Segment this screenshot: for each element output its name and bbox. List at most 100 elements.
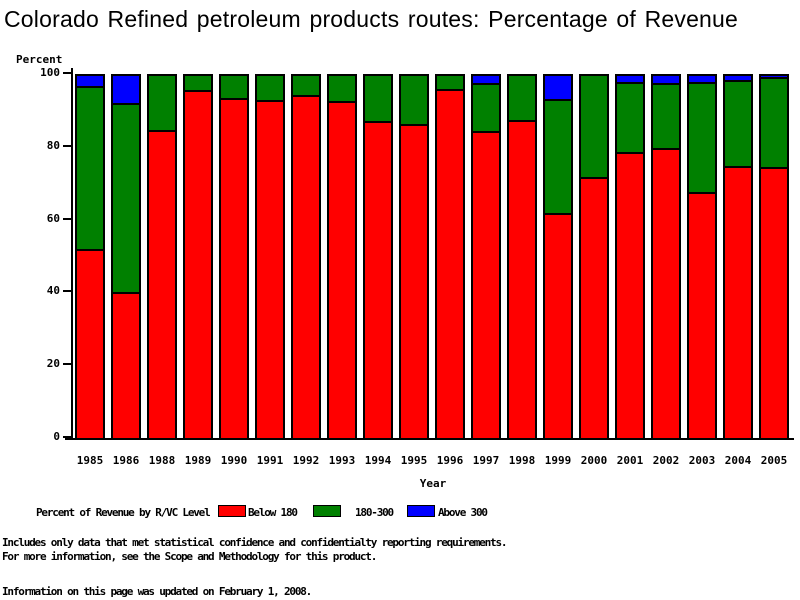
bar-1990 bbox=[219, 74, 249, 438]
bar-segment-1999-below-180 bbox=[543, 213, 573, 438]
legend-swatch-above-300 bbox=[407, 505, 435, 517]
bar-segment-1999-180-300 bbox=[543, 98, 573, 214]
bar-segment-2000-180-300 bbox=[579, 74, 609, 178]
y-tick-label-40: 40 bbox=[46, 284, 60, 298]
x-tick-label-1999: 1999 bbox=[544, 454, 572, 467]
bar-1991 bbox=[255, 74, 285, 438]
bar-1986 bbox=[111, 74, 141, 438]
y-axis-line bbox=[71, 68, 73, 440]
x-tick-label-1994: 1994 bbox=[364, 454, 392, 467]
x-tick-label-1992: 1992 bbox=[292, 454, 320, 467]
bar-segment-1989-below-180 bbox=[183, 89, 213, 438]
bar-segment-1985-180-300 bbox=[75, 85, 105, 249]
x-tick-label-1998: 1998 bbox=[508, 454, 536, 467]
bar-1994 bbox=[363, 74, 393, 438]
bar-segment-2003-below-180 bbox=[687, 191, 717, 438]
bar-segment-1985-below-180 bbox=[75, 248, 105, 438]
x-tick-label-1986: 1986 bbox=[112, 454, 140, 467]
bar-1995 bbox=[399, 74, 429, 438]
bar-segment-1990-below-180 bbox=[219, 98, 249, 438]
bar-segment-2005-180-300 bbox=[759, 76, 789, 167]
x-tick-label-2005: 2005 bbox=[760, 454, 788, 467]
footer-note-1: Includes only data that met statistical … bbox=[2, 536, 508, 549]
legend-label-above-300: Above 300 bbox=[438, 506, 488, 519]
x-tick-label-1996: 1996 bbox=[436, 454, 464, 467]
x-tick-label-1993: 1993 bbox=[328, 454, 356, 467]
bar-segment-1988-below-180 bbox=[147, 130, 177, 438]
bar-segment-1996-below-180 bbox=[435, 88, 465, 438]
bar-segment-1997-below-180 bbox=[471, 131, 501, 438]
y-tick-label-60: 60 bbox=[46, 211, 60, 225]
bar-segment-1996-180-300 bbox=[435, 74, 465, 89]
bar-segment-2002-below-180 bbox=[651, 147, 681, 438]
bar-2003 bbox=[687, 74, 717, 438]
y-tick-label-20: 20 bbox=[46, 357, 60, 371]
bar-segment-2001-above-300 bbox=[615, 74, 645, 83]
bar-1992 bbox=[291, 74, 321, 438]
legend-title: Percent of Revenue by R/VC Level bbox=[36, 506, 211, 519]
y-tick-label-80: 80 bbox=[46, 138, 60, 152]
bar-segment-1988-180-300 bbox=[147, 74, 177, 131]
bar-segment-1991-below-180 bbox=[255, 99, 285, 438]
x-tick-label-2001: 2001 bbox=[616, 454, 644, 467]
bar-segment-1986-above-300 bbox=[111, 74, 141, 104]
bar-2001 bbox=[615, 74, 645, 438]
bar-segment-1998-below-180 bbox=[507, 119, 537, 438]
bar-segment-2001-180-300 bbox=[615, 82, 645, 153]
bar-segment-1986-below-180 bbox=[111, 292, 141, 438]
y-tick-60 bbox=[63, 217, 71, 220]
bar-1999 bbox=[543, 74, 573, 438]
bar-segment-1994-below-180 bbox=[363, 121, 393, 438]
bar-segment-2000-below-180 bbox=[579, 177, 609, 438]
legend-swatch-below-180 bbox=[218, 505, 246, 517]
bar-segment-1997-above-300 bbox=[471, 74, 501, 83]
bar-1993 bbox=[327, 74, 357, 438]
y-tick-label-100: 100 bbox=[40, 66, 60, 79]
bar-1985 bbox=[75, 74, 105, 438]
x-tick-label-2000: 2000 bbox=[580, 454, 608, 467]
bar-segment-1990-180-300 bbox=[219, 74, 249, 99]
bar-segment-2004-above-300 bbox=[723, 74, 753, 81]
bar-2002 bbox=[651, 74, 681, 438]
bar-segment-2004-below-180 bbox=[723, 165, 753, 438]
bar-segment-2003-above-300 bbox=[687, 74, 717, 83]
y-axis-title: Percent bbox=[16, 53, 63, 66]
x-tick-label-1991: 1991 bbox=[256, 454, 284, 467]
bar-segment-1998-180-300 bbox=[507, 74, 537, 120]
bar-segment-1997-180-300 bbox=[471, 82, 501, 132]
bar-2004 bbox=[723, 74, 753, 438]
x-tick-label-2002: 2002 bbox=[652, 454, 680, 467]
bar-segment-2003-180-300 bbox=[687, 82, 717, 192]
y-tick-40 bbox=[63, 290, 71, 293]
y-tick-label-0: 0 bbox=[53, 430, 60, 443]
bar-2005 bbox=[759, 74, 789, 438]
bar-segment-2004-180-300 bbox=[723, 80, 753, 166]
bar-1988 bbox=[147, 74, 177, 438]
footer-updated: Information on this page was updated on … bbox=[2, 585, 312, 598]
x-tick-label-1985: 1985 bbox=[76, 454, 104, 467]
bar-segment-1992-below-180 bbox=[291, 94, 321, 438]
chart-title: Colorado Refined petroleum products rout… bbox=[4, 6, 739, 32]
bar-2000 bbox=[579, 74, 609, 438]
y-tick-20 bbox=[63, 363, 71, 366]
x-axis-title: Year bbox=[419, 477, 447, 490]
y-tick-80 bbox=[63, 144, 71, 147]
bar-1998 bbox=[507, 74, 537, 438]
bar-segment-2005-above-300 bbox=[759, 74, 789, 77]
bar-segment-1993-180-300 bbox=[327, 74, 357, 102]
x-tick-label-1988: 1988 bbox=[148, 454, 176, 467]
bar-segment-1994-180-300 bbox=[363, 74, 393, 122]
x-tick-label-1989: 1989 bbox=[184, 454, 212, 467]
footer-note-2: For more information, see the Scope and … bbox=[2, 550, 377, 563]
bar-1996 bbox=[435, 74, 465, 438]
legend-swatch-180-300 bbox=[313, 505, 341, 517]
x-tick-label-1997: 1997 bbox=[472, 454, 500, 467]
bar-segment-1992-180-300 bbox=[291, 74, 321, 95]
x-axis-line bbox=[65, 438, 794, 440]
bar-1989 bbox=[183, 74, 213, 438]
bar-segment-2001-below-180 bbox=[615, 152, 645, 438]
bar-segment-2002-180-300 bbox=[651, 83, 681, 148]
x-tick-label-2003: 2003 bbox=[688, 454, 716, 467]
bar-segment-1985-above-300 bbox=[75, 74, 105, 86]
